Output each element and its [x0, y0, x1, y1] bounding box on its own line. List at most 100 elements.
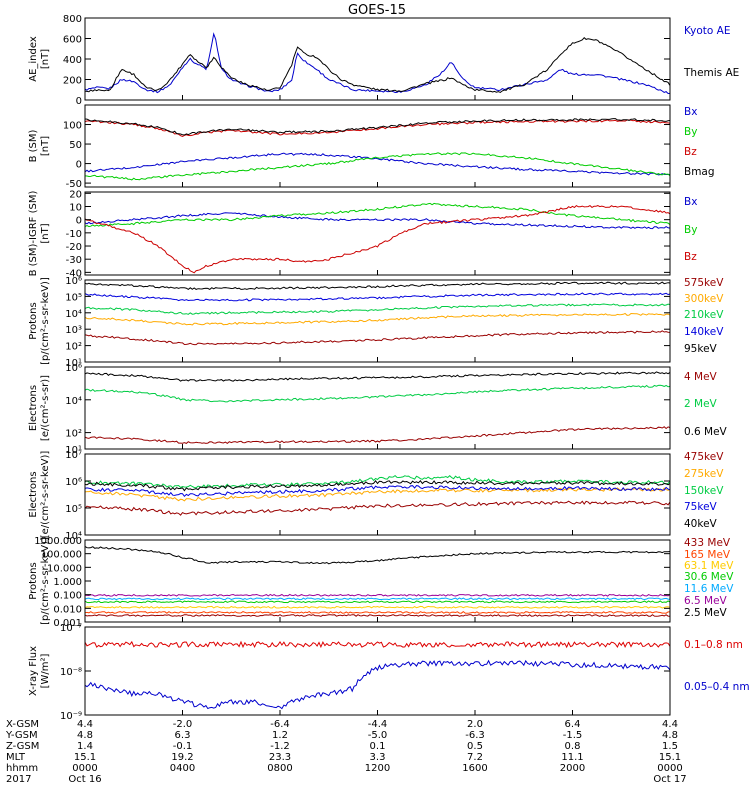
series-line-protons-low-2 — [84, 303, 671, 315]
series-line-protons-high-6 — [84, 545, 671, 565]
x-tick-value-6-0: 4.4 — [662, 719, 678, 730]
y-tick-label-electrons-high-2: 10⁴ — [65, 396, 82, 407]
series-line-protons-low-3 — [84, 292, 671, 302]
x-tick-value-0-1: 4.8 — [77, 730, 93, 741]
x-tick-value-6-1: 4.8 — [662, 730, 678, 741]
x-tick-value-6-2: 1.5 — [662, 741, 678, 752]
x-tick-value-4-0: 2.0 — [467, 719, 483, 730]
panel-electrons-high: 4 MeV 2 MeV 0.6 MeV 10¹ 10² 10⁴ 10⁶ Electrons [e… — [28, 363, 728, 456]
x-tick-value-2-3: 23.3 — [269, 752, 291, 763]
y-tick-label-bigrf-2: -20 — [66, 242, 82, 253]
x-row-label-3: MLT — [6, 752, 26, 763]
y-tick-label-xray-1: 10⁻⁸ — [60, 667, 82, 678]
panel-bsm: Bx By Bz Bmag -50 0 50 100 B (SM) [nT] — [28, 104, 715, 190]
legend-electrons-low-2: 150keV — [684, 485, 724, 497]
y-tick-label-bsm-3: 100 — [63, 121, 82, 132]
series-line-bsm-3 — [84, 118, 671, 136]
x-tick-value-1-4: 0400 — [170, 763, 195, 774]
x-tick-value-2-2: -1.2 — [270, 741, 290, 752]
legend-protons-low-2: 210keV — [684, 309, 724, 321]
legend-electrons-low-0: 475keV — [684, 451, 724, 463]
y-axis-label-xray-0: X-ray Flux — [28, 646, 39, 696]
legend-xray-1: 0.05–0.4 nm — [684, 681, 750, 693]
series-line-protons-high-3 — [84, 600, 671, 604]
series-line-protons-high-5 — [84, 593, 671, 597]
series-line-bigrf-0 — [84, 212, 671, 230]
x-tick-value-5-4: 2000 — [560, 763, 585, 774]
y-axis-label-bigrf-0: B (SM)-IGRF (SM) — [28, 191, 39, 277]
y-tick-label-electrons-low-0: 10⁴ — [65, 531, 82, 542]
y-tick-label-protons-low-2: 10³ — [65, 325, 82, 336]
legend-bsm-3: Bmag — [684, 166, 715, 178]
y-tick-label-bigrf-1: -30 — [66, 255, 82, 266]
x-tick-value-4-2: 0.5 — [467, 741, 483, 752]
series-line-bigrf-1 — [84, 202, 671, 228]
x-tick-value-2-4: 0800 — [267, 763, 292, 774]
panel-protons-low: 575keV 300keV 210keV 140keV 95keV 10¹ 10² 10³ 10… — [28, 276, 724, 369]
x-tick-value-6-3: 15.1 — [659, 752, 681, 763]
y-tick-label-protons-high-6: 1000.000 — [34, 536, 82, 547]
x-tick-value-1-1: 6.3 — [175, 730, 191, 741]
y-tick-label-protons-high-4: 10.000 — [47, 563, 82, 574]
series-line-protons-low-4 — [84, 281, 671, 291]
legend-protons-low-1: 300keV — [684, 293, 724, 305]
x-row-label-5: 2017 — [6, 774, 31, 785]
x-tick-value-0-2: 1.4 — [77, 741, 93, 752]
series-line-electrons-low-2 — [84, 474, 671, 489]
series-line-electrons-low-4 — [84, 479, 671, 492]
y-axis-label-protons-low-1: [p/(cm²-s-sr-keV)] — [40, 277, 51, 365]
y-tick-label-bsm-1: 0 — [76, 160, 82, 171]
y-tick-label-protons-high-1: 0.010 — [53, 604, 82, 615]
y-axis-label-xray-1: [W/m²] — [40, 653, 51, 688]
y-tick-label-electrons-low-2: 10⁶ — [65, 477, 82, 488]
y-tick-label-protons-high-3: 1.000 — [53, 577, 82, 588]
x-row-label-4: hhmm — [6, 763, 38, 774]
legend-bsm-0: Bx — [684, 106, 697, 118]
y-axis-label-ae-1: [nT] — [40, 49, 51, 69]
legend-protons-high-3: 30.6 MeV — [684, 571, 734, 583]
x-tick-value-3-0: -4.4 — [368, 719, 388, 730]
y-axis-label-electrons-low-0: Electrons — [28, 471, 39, 517]
legend-bsm-1: By — [684, 126, 697, 138]
x-tick-value-2-0: -6.4 — [270, 719, 290, 730]
panel-frame-xray — [84, 626, 671, 716]
x-tick-value-1-3: 19.2 — [171, 752, 193, 763]
y-axis-label-bsm-0: B (SM) — [28, 129, 39, 162]
y-axis-label-electrons-low-1: [e/(cm²-s-sr-keV)] — [40, 451, 51, 539]
legend-protons-low-0: 575keV — [684, 277, 724, 289]
y-tick-label-electrons-high-3: 10⁶ — [65, 363, 82, 374]
panel-ae: Kyoto AE Themis AE 0 200 400 600 800 AE_index [n… — [28, 14, 739, 107]
legend-electrons-high-1: 2 MeV — [684, 398, 718, 410]
panel-frame-bigrf — [84, 191, 671, 276]
legend-protons-high-0: 433 MeV — [684, 537, 731, 549]
y-tick-label-bigrf-4: 0 — [76, 216, 82, 227]
y-tick-label-protons-low-5: 10⁶ — [65, 276, 82, 287]
x-tick-value-5-3: 11.1 — [561, 752, 583, 763]
x-row-label-1: Y-GSM — [5, 730, 38, 741]
y-tick-label-protons-low-1: 10² — [65, 342, 82, 353]
y-tick-label-bigrf-3: -10 — [66, 229, 82, 240]
y-tick-label-ae-0: 0 — [76, 96, 82, 107]
y-tick-label-bsm-2: 50 — [69, 140, 82, 151]
panel-frame-ae — [84, 17, 671, 101]
x-tick-value-1-0: -2.0 — [173, 719, 193, 730]
y-tick-label-xray-2: 10⁻⁷ — [60, 623, 82, 634]
series-line-protons-high-1 — [84, 610, 670, 614]
series-line-protons-low-1 — [84, 312, 671, 326]
y-axis-label-protons-high-1: [p/(cm²-s-sr-keV)] — [40, 537, 51, 625]
series-line-electrons-high-1 — [84, 384, 671, 403]
x-tick-value-3-1: -5.0 — [368, 730, 388, 741]
legend-protons-low-4: 95keV — [684, 343, 718, 355]
panel-electrons-low: 475keV 275keV 150keV 75keV 40keV 10⁴ 10⁵ 10⁶ 10⁷… — [28, 450, 724, 542]
y-tick-label-protons-high-0: 0.001 — [53, 618, 82, 629]
y-tick-label-bigrf-6: 20 — [69, 189, 82, 200]
x-tick-value-3-3: 3.3 — [370, 752, 386, 763]
legend-xray-0: 0.1–0.8 nm — [684, 639, 743, 651]
y-axis-label-bigrf-1: [nT] — [40, 223, 51, 243]
y-tick-label-xray-0: 10⁻⁹ — [60, 711, 82, 722]
legend-electrons-high-0: 4 MeV — [684, 371, 718, 383]
legend-bsm-2: Bz — [684, 146, 697, 158]
legend-protons-high-4: 11.6 MeV — [684, 583, 734, 595]
